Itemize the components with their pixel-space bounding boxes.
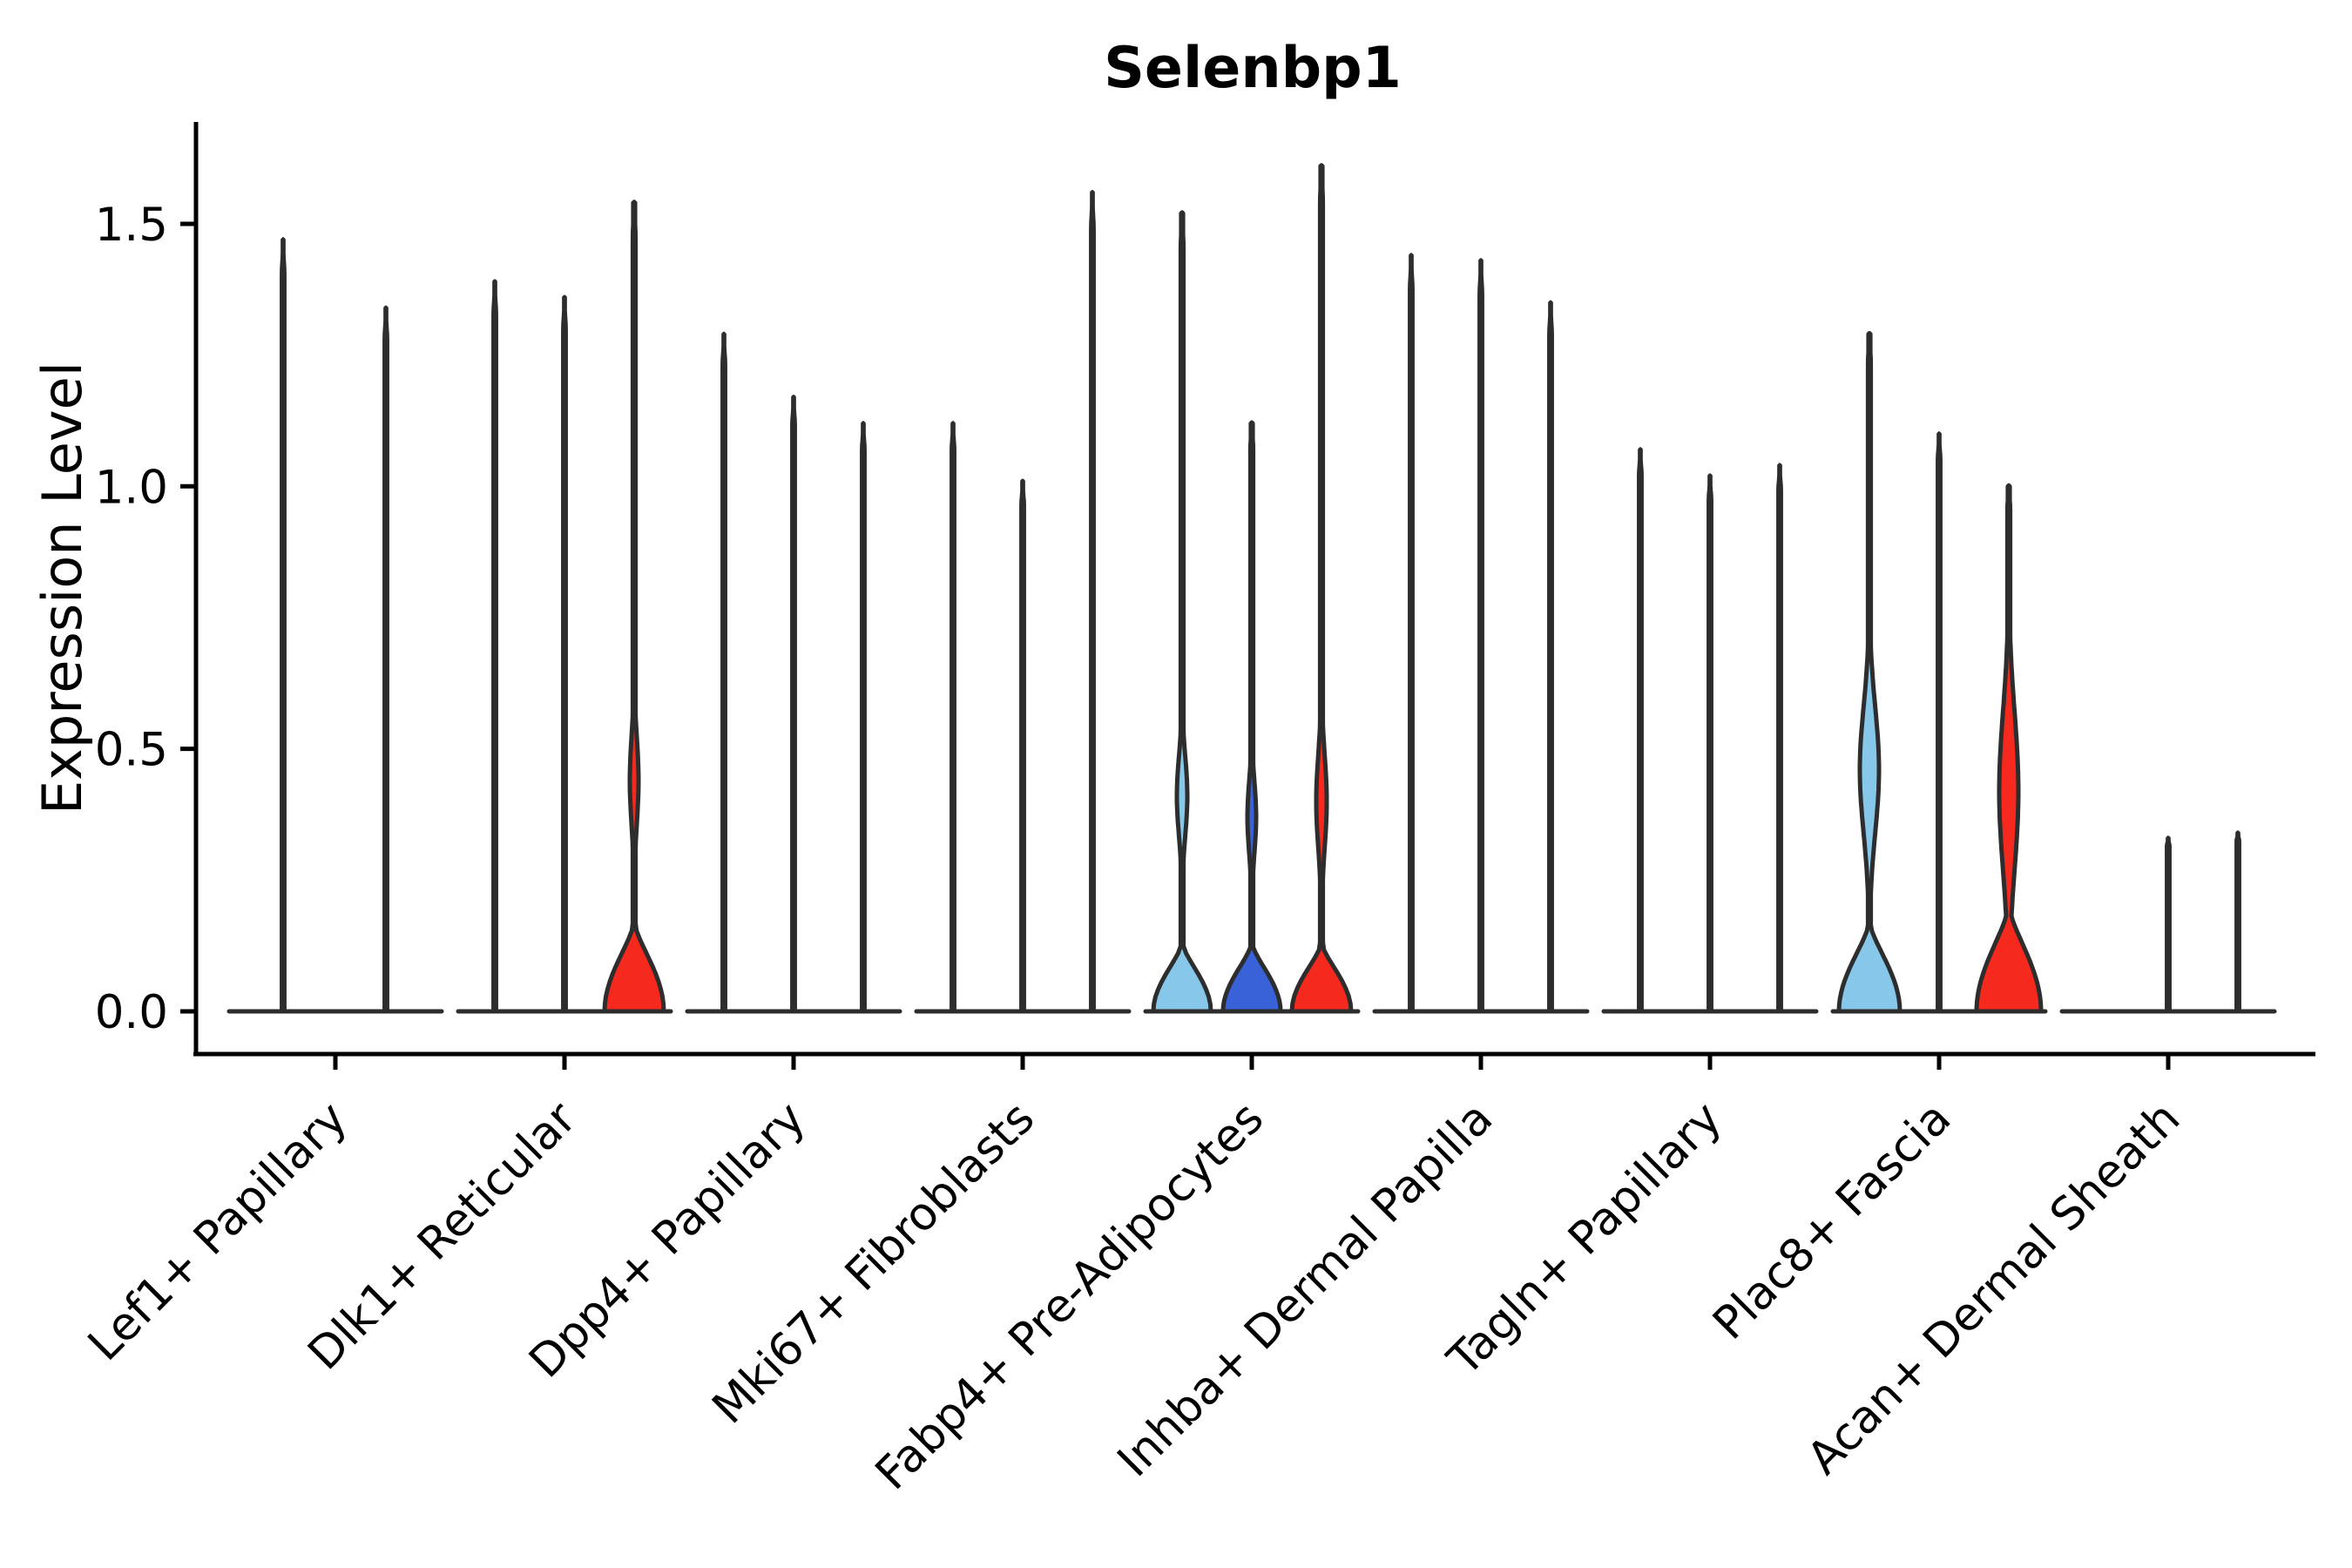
x-category-label: Fabp4+ Pre-Adipocytes [866,1092,1274,1500]
violin-spike [860,421,867,1013]
violin-spike [790,395,797,1013]
violin-spike [2234,830,2241,1013]
violin-spike [491,279,498,1013]
violin-filled [602,199,666,1014]
violin-spike [950,421,956,1013]
violins-layer [280,163,2241,1014]
violin-spike [1547,300,1554,1013]
x-category-label: Acan+ Dermal Sheath [1798,1092,2191,1485]
y-axis-label: Expression Level [30,362,94,814]
violin-spike [1637,447,1644,1013]
violin-spike [1408,253,1415,1013]
x-category-label: Inhba+ Dermal Papilla [1108,1092,1503,1487]
violin-spike [382,305,389,1013]
violin-spike [1707,473,1713,1013]
violin-filled [1836,331,1903,1014]
y-tick-label: 0.5 [95,724,168,777]
violin-spike [561,294,568,1013]
y-tick-label: 1.5 [95,199,168,252]
violin-spike [2165,835,2172,1013]
y-tick-label: 1.0 [95,461,168,514]
violin-filled [1151,210,1213,1014]
violin-spike [720,331,727,1013]
chart-title: Selenbp1 [1104,36,1402,101]
violin-spike [1019,478,1026,1013]
y-tick-label: 0.0 [95,986,168,1039]
violin-filled [1220,420,1283,1014]
violin-spike [1089,190,1096,1013]
violin-spike [1477,258,1484,1013]
axes-layer [193,122,2315,1057]
violin-filled [1289,163,1354,1014]
x-category-label: Plac8+ Fascia [1703,1092,1961,1350]
violin-filled [1974,483,2044,1014]
y-ticks-layer: 0.0 0.5 1.0 1.5 [95,199,196,1039]
violin-spike [1776,463,1783,1013]
violin-spike [1936,431,1943,1013]
violin-spike [280,237,287,1013]
